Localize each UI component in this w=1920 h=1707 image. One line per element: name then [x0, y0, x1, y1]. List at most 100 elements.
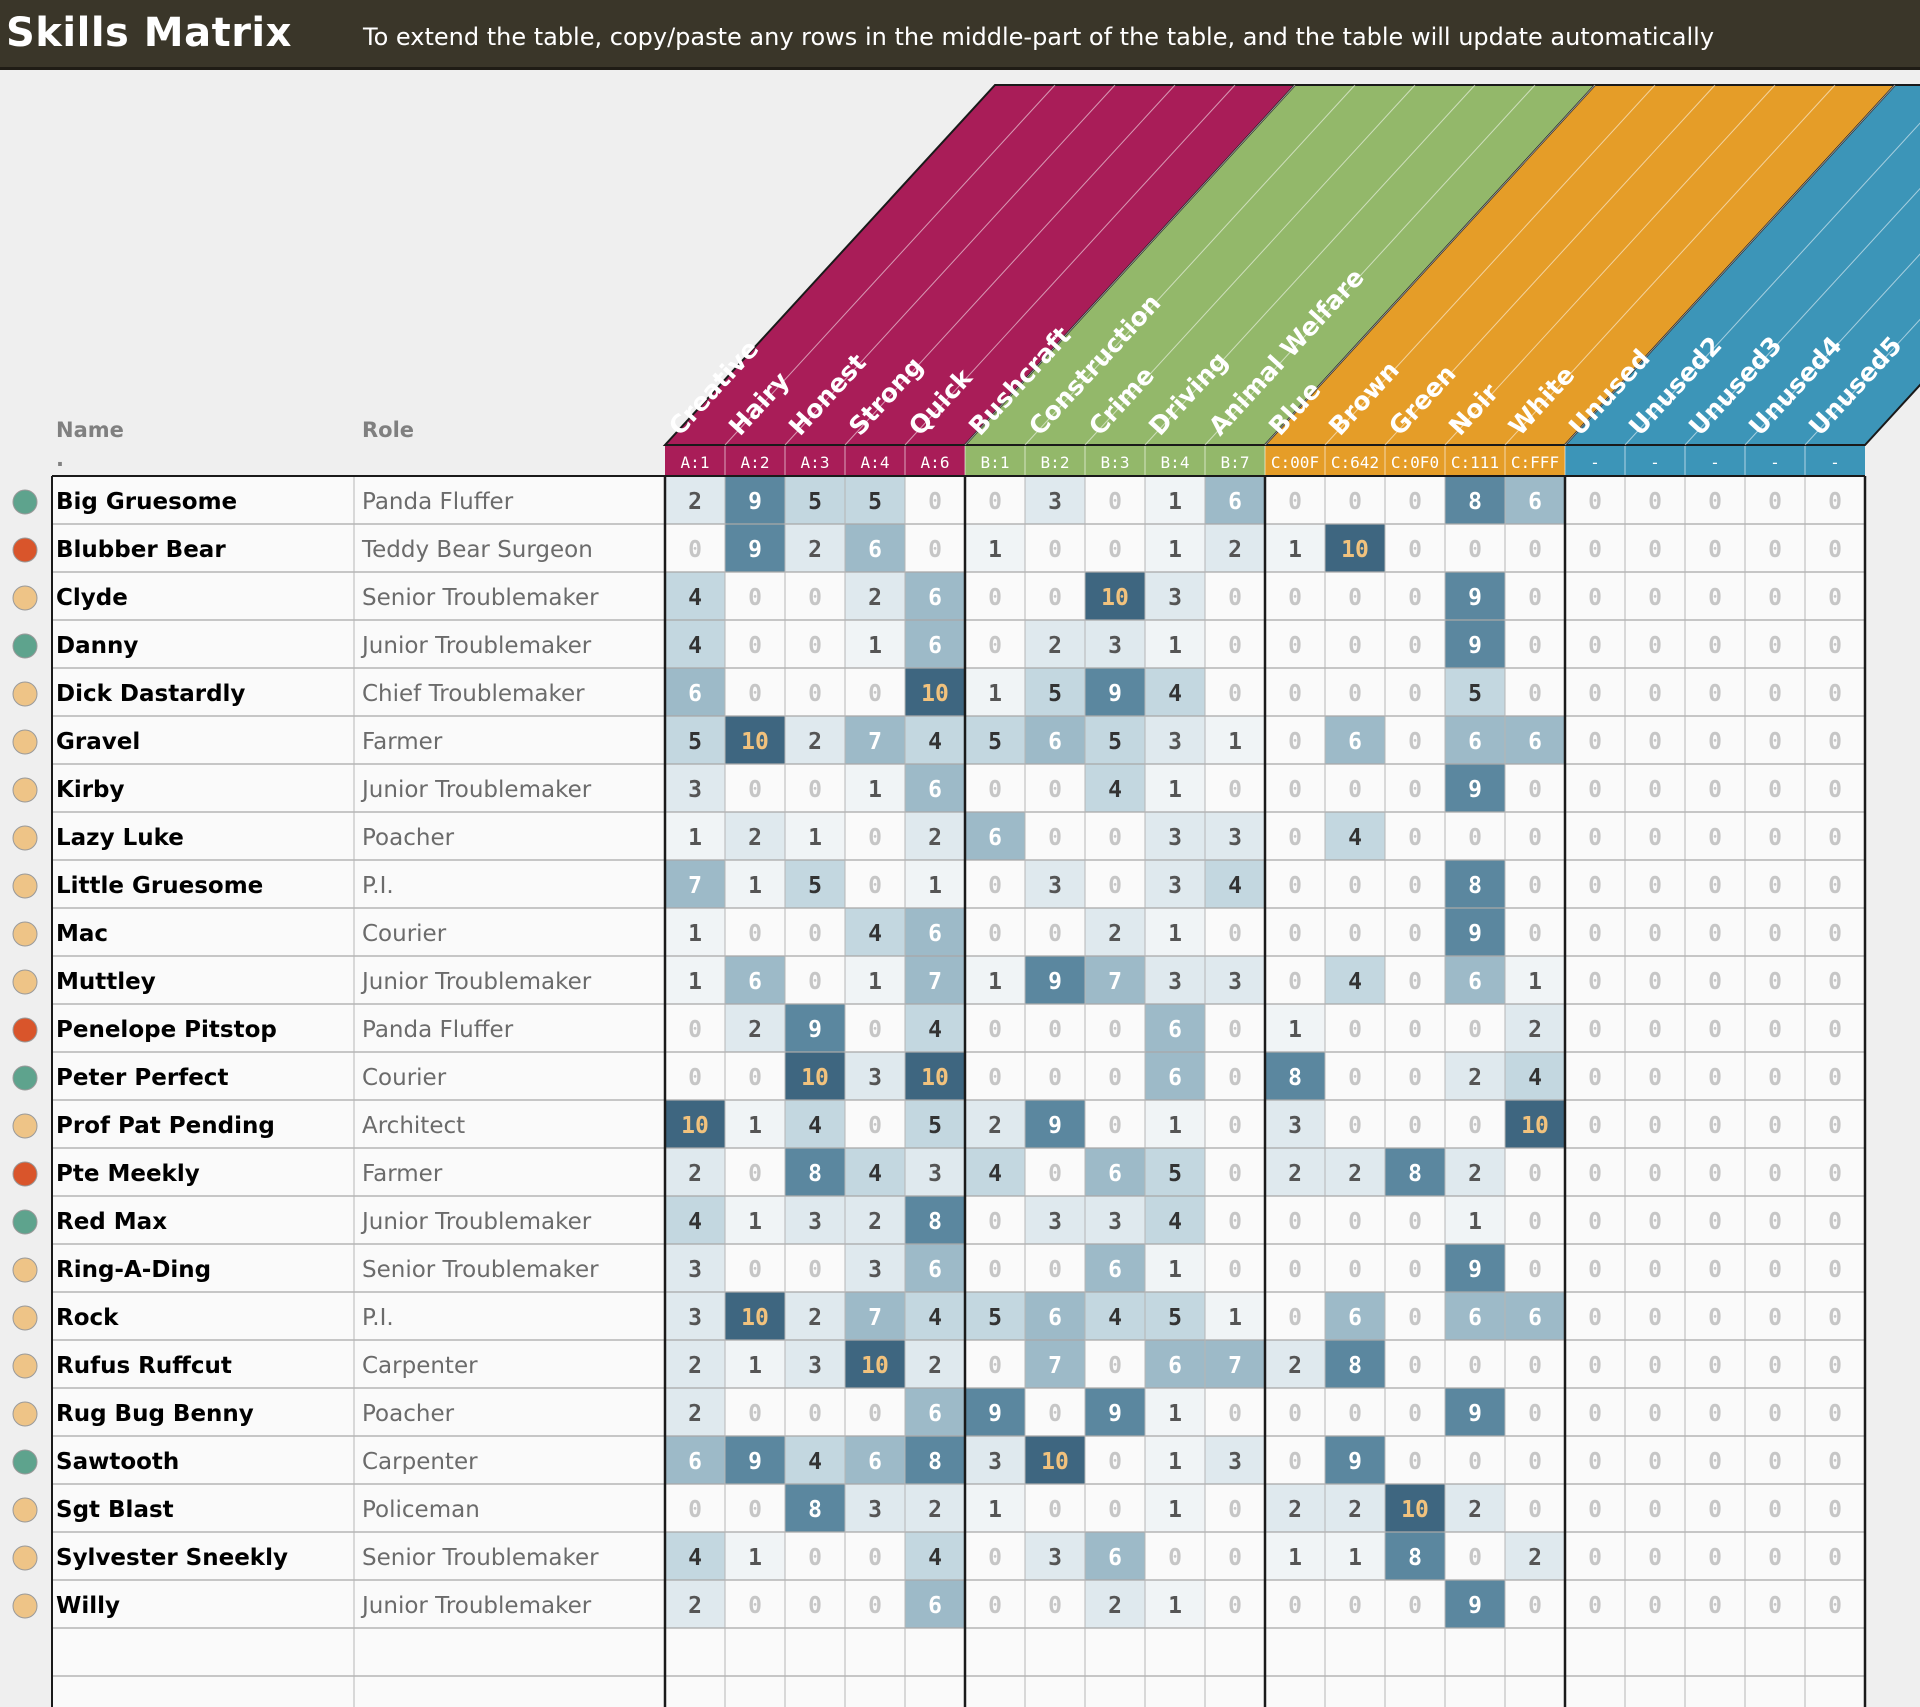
score-cell[interactable] — [1745, 620, 1805, 668]
score-cell[interactable] — [1685, 1004, 1745, 1052]
score-cell[interactable] — [1445, 620, 1505, 668]
score-cell[interactable] — [665, 1052, 725, 1100]
score-cell[interactable] — [1745, 716, 1805, 764]
score-cell[interactable] — [1145, 764, 1205, 812]
score-cell[interactable] — [845, 524, 905, 572]
score-cell[interactable] — [1805, 1196, 1865, 1244]
score-cell[interactable] — [1505, 524, 1565, 572]
score-cell[interactable] — [1685, 1484, 1745, 1532]
score-cell[interactable] — [1205, 1340, 1265, 1388]
score-cell[interactable] — [785, 1340, 845, 1388]
score-cell[interactable] — [1385, 956, 1445, 1004]
score-cell[interactable] — [1805, 524, 1865, 572]
score-cell[interactable] — [1505, 956, 1565, 1004]
score-cell[interactable] — [905, 1004, 965, 1052]
score-cell[interactable] — [1385, 524, 1445, 572]
score-cell[interactable] — [785, 908, 845, 956]
score-cell[interactable] — [1445, 1388, 1505, 1436]
score-cell[interactable] — [1685, 908, 1745, 956]
score-cell[interactable] — [1085, 1004, 1145, 1052]
score-cell[interactable] — [665, 1340, 725, 1388]
score-cell[interactable] — [845, 1532, 905, 1580]
score-cell[interactable] — [1805, 1052, 1865, 1100]
score-cell[interactable] — [1325, 1436, 1385, 1484]
score-cell[interactable] — [1505, 1532, 1565, 1580]
score-cell[interactable] — [1085, 812, 1145, 860]
score-cell[interactable] — [1445, 1004, 1505, 1052]
score-cell[interactable] — [905, 620, 965, 668]
score-cell[interactable] — [785, 476, 845, 524]
score-cell[interactable] — [1685, 572, 1745, 620]
score-cell[interactable] — [1745, 812, 1805, 860]
score-cell[interactable] — [1025, 1580, 1085, 1628]
table-row[interactable]: Red Max Junior Troublemaker 4 1 3 2 8 0 3 3 4 0 0 0 0 1… — [12, 1196, 1865, 1244]
score-cell[interactable] — [1805, 1484, 1865, 1532]
score-cell[interactable] — [785, 1004, 845, 1052]
score-cell[interactable] — [1565, 1388, 1625, 1436]
score-cell[interactable] — [1325, 1340, 1385, 1388]
score-cell[interactable] — [1205, 1484, 1265, 1532]
score-cell[interactable] — [1385, 1244, 1445, 1292]
score-cell[interactable] — [1265, 1100, 1325, 1148]
score-cell[interactable] — [725, 764, 785, 812]
score-cell[interactable] — [1145, 620, 1205, 668]
score-cell[interactable] — [1085, 956, 1145, 1004]
score-cell[interactable] — [1325, 1052, 1385, 1100]
score-cell[interactable] — [1265, 812, 1325, 860]
score-cell[interactable] — [1625, 1244, 1685, 1292]
score-cell[interactable] — [1325, 1484, 1385, 1532]
score-cell[interactable] — [1025, 1340, 1085, 1388]
table-row[interactable]: Willy Junior Troublemaker 2 0 0 0 6 0 0 2 1 0 0 0 0 9 0 0… — [12, 1580, 1865, 1628]
score-cell[interactable] — [905, 860, 965, 908]
score-cell[interactable] — [845, 1292, 905, 1340]
score-cell[interactable] — [1445, 1580, 1505, 1628]
score-cell[interactable] — [905, 476, 965, 524]
score-cell[interactable] — [1265, 716, 1325, 764]
score-cell[interactable] — [1025, 668, 1085, 716]
score-cell[interactable] — [665, 1148, 725, 1196]
score-cell[interactable] — [1145, 1292, 1205, 1340]
score-cell[interactable] — [725, 716, 785, 764]
score-cell[interactable] — [1565, 812, 1625, 860]
score-cell[interactable] — [965, 860, 1025, 908]
score-cell[interactable] — [845, 908, 905, 956]
score-cell[interactable] — [1205, 908, 1265, 956]
table-row[interactable]: Sawtooth Carpenter 6 9 4 6 8 3 10 0 1 3 0 9 0 0 0 0 0 0 0 0 — [12, 1436, 1865, 1484]
score-cell[interactable] — [1205, 1532, 1265, 1580]
score-cell[interactable] — [1685, 1580, 1745, 1628]
score-cell[interactable] — [1505, 1148, 1565, 1196]
score-cell[interactable] — [1325, 1148, 1385, 1196]
score-cell[interactable] — [965, 620, 1025, 668]
score-cell[interactable] — [1685, 1052, 1745, 1100]
score-cell[interactable] — [1145, 1580, 1205, 1628]
score-cell[interactable] — [905, 1292, 965, 1340]
score-cell[interactable] — [1385, 1196, 1445, 1244]
table-row[interactable]: Sylvester Sneekly Senior Troublemaker 4 1 0 0… — [12, 1532, 1865, 1580]
score-cell[interactable] — [1325, 668, 1385, 716]
score-cell[interactable] — [785, 524, 845, 572]
score-cell[interactable] — [1085, 1100, 1145, 1148]
score-cell[interactable] — [1205, 1196, 1265, 1244]
score-cell[interactable] — [1445, 1148, 1505, 1196]
score-cell[interactable] — [1265, 1340, 1325, 1388]
score-cell[interactable] — [1205, 764, 1265, 812]
score-cell[interactable] — [1205, 1244, 1265, 1292]
score-cell[interactable] — [1445, 1052, 1505, 1100]
score-cell[interactable] — [1145, 1148, 1205, 1196]
score-cell[interactable] — [845, 1436, 905, 1484]
score-cell[interactable] — [665, 1436, 725, 1484]
score-cell[interactable] — [1505, 1100, 1565, 1148]
score-cell[interactable] — [1325, 1580, 1385, 1628]
score-cell[interactable] — [1205, 1580, 1265, 1628]
score-cell[interactable] — [1265, 476, 1325, 524]
score-cell[interactable] — [1745, 1004, 1805, 1052]
score-cell[interactable] — [1625, 956, 1685, 1004]
score-cell[interactable] — [725, 1484, 785, 1532]
score-cell[interactable] — [905, 1532, 965, 1580]
score-cell[interactable] — [1685, 1244, 1745, 1292]
score-cell[interactable] — [845, 572, 905, 620]
score-cell[interactable] — [1265, 1292, 1325, 1340]
score-cell[interactable] — [1025, 908, 1085, 956]
score-cell[interactable] — [1565, 524, 1625, 572]
score-cell[interactable] — [1025, 1436, 1085, 1484]
